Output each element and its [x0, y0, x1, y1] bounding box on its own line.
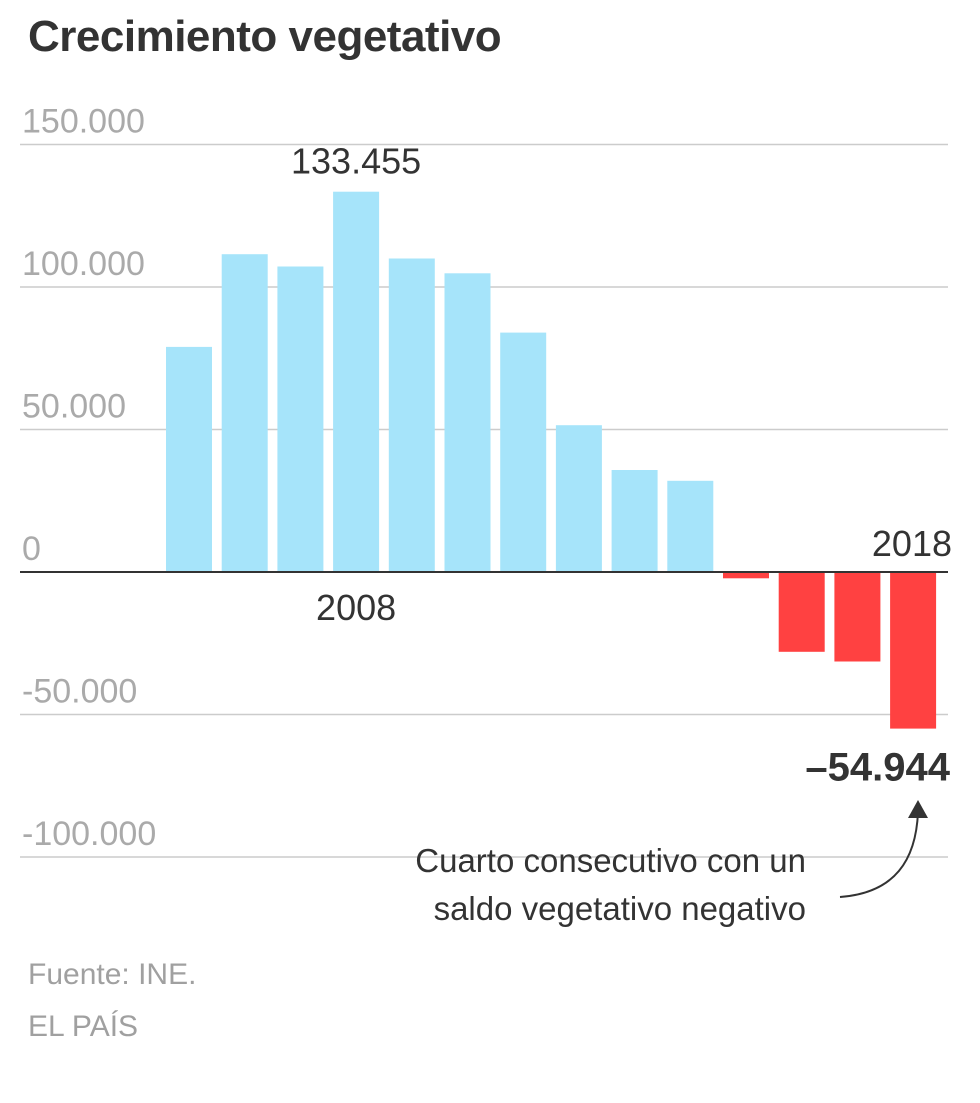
brand-credit: EL PAÍS — [28, 1010, 139, 1043]
bar-2017 — [834, 572, 881, 662]
year-2008-label: 2008 — [316, 587, 396, 628]
bar-2005 — [166, 346, 212, 573]
y-tick-label: 0 — [22, 530, 41, 568]
bar-2014 — [667, 480, 714, 572]
annotation-line-1: Cuarto consecutivo con un — [415, 842, 806, 879]
bar-2015 — [723, 572, 769, 579]
y-tick-label: 50.000 — [22, 388, 126, 426]
bar-2011 — [500, 332, 547, 572]
bar-2012 — [555, 425, 602, 572]
bar-2009 — [388, 258, 435, 572]
chart-title: Crecimiento vegetativo — [28, 12, 502, 61]
bar-2018 — [890, 572, 937, 729]
bar-2013 — [611, 470, 658, 572]
y-tick-label: -50.000 — [22, 673, 137, 711]
bar-2006 — [221, 254, 268, 572]
bar-2016 — [778, 572, 825, 652]
arrow-head — [908, 800, 928, 818]
y-tick-label: 100.000 — [22, 245, 145, 283]
bar-2010 — [444, 273, 491, 572]
max-value-label: 133.455 — [291, 141, 421, 182]
y-tick-label: 150.000 — [22, 103, 145, 141]
y-axis-labels: 150.000 100.000 50.000 0 -50.000 -100.000 — [22, 103, 156, 854]
y-tick-label: -100.000 — [22, 815, 156, 853]
year-2018-label: 2018 — [872, 523, 952, 564]
bar-2007 — [277, 266, 324, 572]
min-value-label: –54.944 — [805, 746, 950, 790]
annotation-arrow — [839, 811, 919, 898]
source-note: Fuente: INE. — [28, 958, 197, 991]
annotation-line-2: saldo vegetativo negativo — [434, 890, 806, 927]
bar-2008 — [333, 191, 380, 572]
bars — [166, 191, 937, 729]
